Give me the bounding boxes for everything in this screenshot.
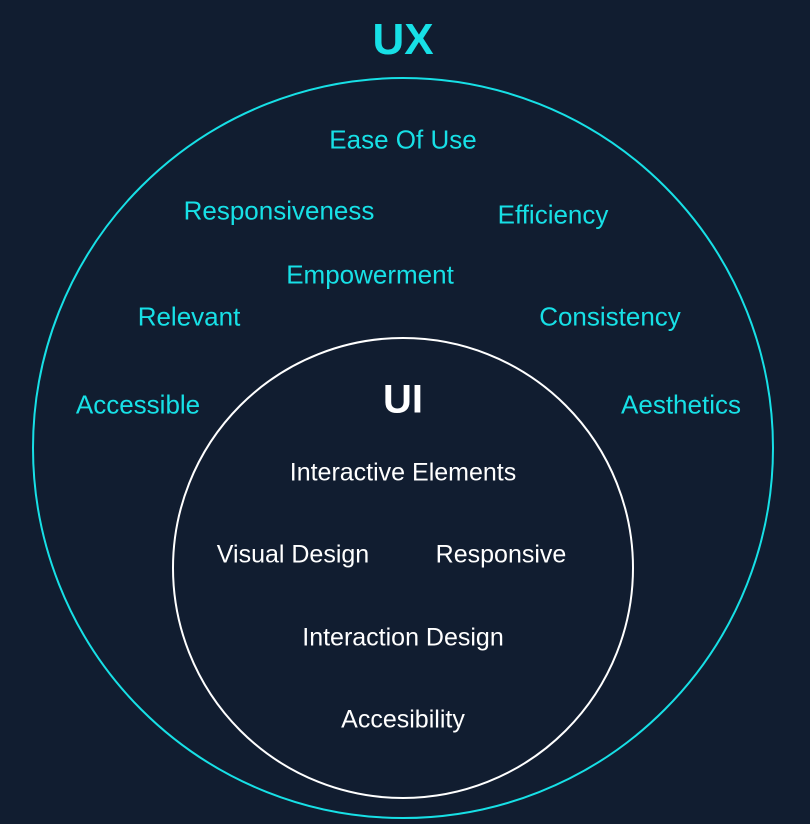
ux-term: Consistency bbox=[539, 302, 681, 333]
ux-term: Aesthetics bbox=[621, 390, 741, 421]
ux-term: Efficiency bbox=[498, 200, 609, 231]
ui-term: Interaction Design bbox=[302, 624, 504, 653]
ui-term: Responsive bbox=[436, 541, 567, 570]
ui-term: Accesibility bbox=[341, 706, 465, 735]
ui-term: Visual Design bbox=[217, 541, 369, 570]
ux-title: UX bbox=[372, 15, 433, 65]
ux-term: Empowerment bbox=[286, 260, 454, 291]
ux-term: Ease Of Use bbox=[329, 125, 476, 156]
ux-term: Relevant bbox=[138, 302, 241, 333]
ui-title: UI bbox=[383, 378, 423, 423]
diagram-canvas: UX UI Ease Of Use Responsiveness Efficie… bbox=[0, 0, 810, 824]
ui-term: Interactive Elements bbox=[290, 459, 517, 488]
ux-term: Accessible bbox=[76, 390, 200, 421]
ux-term: Responsiveness bbox=[184, 196, 375, 227]
